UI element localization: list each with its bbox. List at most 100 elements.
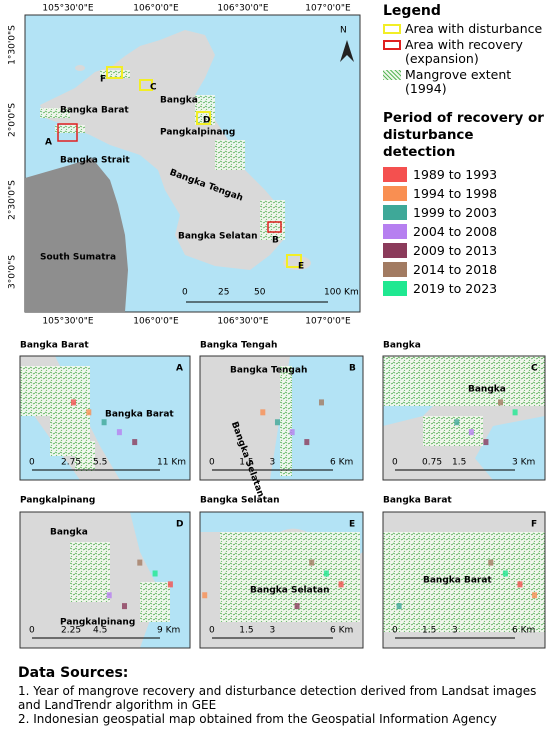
panel-letter: D: [176, 520, 183, 530]
swatch: [383, 224, 407, 239]
scale-label: 0: [182, 288, 188, 298]
place-label: B: [272, 236, 279, 246]
mangrove: [75, 441, 95, 471]
change-patch: [71, 399, 76, 406]
place-label: D: [203, 116, 210, 126]
mangrove: [260, 200, 285, 240]
panel: C Bangka 0 0.75 1.5 3 Km: [382, 355, 546, 481]
change-patch: [304, 439, 310, 446]
frame: [19, 511, 191, 649]
swatch: [383, 262, 407, 277]
land-south-sumatra: [25, 158, 128, 312]
data-sources: Data Sources: 1. Year of mangrove recove…: [18, 666, 548, 726]
scale-label: 0: [29, 458, 35, 468]
land: [200, 356, 290, 480]
scale-label: 4.5: [93, 626, 107, 636]
period-list: 1989 to 1993 1994 to 1998 1999 to 2003 2004…: [383, 165, 548, 298]
panel: F Bangka Barat 0 1.5 3 6 Km: [382, 511, 546, 649]
disturbance-box: [286, 254, 302, 268]
change-patch: [532, 592, 538, 599]
swatch: [383, 40, 401, 50]
disturbance-box: [196, 111, 211, 125]
scale-label: 1.5: [452, 458, 466, 468]
coord-label: 105°30'0"E: [42, 317, 93, 327]
recovery-box: [267, 221, 282, 233]
period-item: 1994 to 1998: [383, 184, 548, 203]
panel-title: Bangka Barat: [383, 496, 452, 506]
change-patch: [502, 570, 508, 577]
period-item: 2014 to 2018: [383, 260, 548, 279]
change-patch: [274, 419, 280, 426]
change-patch: [260, 409, 266, 416]
scale-label: 9 Km: [157, 626, 180, 636]
land-bangka: [40, 30, 285, 270]
change-patch: [517, 581, 523, 588]
change-patch: [132, 439, 138, 446]
swatch: [383, 70, 401, 80]
place-label: Bangka Barat: [60, 106, 129, 116]
legend-item: Area with recovery (expansion): [383, 38, 548, 66]
scale-label: 1.5: [239, 626, 253, 636]
change-patch: [137, 559, 143, 566]
place-label: South Sumatra: [40, 253, 116, 263]
frame: [382, 511, 546, 649]
scale-label: 3: [270, 626, 276, 636]
place-label: Bangka Selatan: [178, 232, 258, 242]
scale-label: 2.25: [61, 626, 81, 636]
change-patch: [202, 592, 208, 599]
panel-title: Bangka: [383, 341, 421, 351]
coord-label: 2°0'0"S: [8, 103, 18, 137]
change-patch: [167, 581, 173, 588]
region-label: Bangka Tengah: [230, 366, 307, 376]
mangrove: [100, 70, 130, 78]
period-label: 2019 to 2023: [413, 280, 498, 296]
change-patch: [122, 603, 127, 610]
frame: [199, 355, 364, 481]
panel-title: Bangka Selatan: [200, 496, 280, 506]
period-item: 2004 to 2008: [383, 222, 548, 241]
place-label: Bangka: [160, 96, 198, 106]
panel-letter: C: [531, 364, 538, 374]
legend-label: Mangrove extent (1994): [405, 67, 512, 96]
mangrove: [140, 582, 170, 622]
scale-label: 6 Km: [330, 626, 353, 636]
scale-label: 0: [209, 626, 215, 636]
change-patch: [498, 399, 504, 406]
land: [413, 449, 493, 480]
mangrove: [383, 356, 545, 406]
change-patch: [468, 429, 474, 436]
legend-item: Area with disturbance: [383, 22, 548, 36]
mangrove: [55, 125, 85, 133]
scale-label: 2.75: [61, 458, 81, 468]
swatch: [383, 243, 407, 258]
north-label: N: [340, 26, 347, 36]
scale-label: 3 Km: [512, 458, 535, 468]
period-item: 2019 to 2023: [383, 279, 548, 298]
region-label: Bangka Selatan: [250, 586, 330, 596]
period-item: 2009 to 2013: [383, 241, 548, 260]
place-label: Bangka Strait: [60, 156, 130, 166]
change-patch: [454, 419, 460, 426]
region-label: Bangka Barat: [423, 576, 492, 586]
swatch: [383, 24, 401, 34]
period-item: 1999 to 2003: [383, 203, 548, 222]
scale-label: 25: [218, 288, 229, 298]
change-patch: [289, 429, 295, 436]
panel: D Bangka Pangkalpinang 0 2.25 4.5 9 Km: [19, 511, 191, 649]
panel: A Bangka Barat 0 2.75 5.5 11 Km: [19, 355, 191, 481]
scale-label: 11 Km: [157, 458, 186, 468]
place-label: Pangkalpinang: [160, 128, 235, 138]
change-patch: [318, 399, 324, 406]
coord-label: 106°0'0"E: [133, 4, 179, 14]
panel-letter: A: [176, 364, 183, 374]
region-label: Bangka Barat: [105, 410, 174, 420]
panel-letter: F: [531, 520, 537, 530]
scale-label: 0: [392, 458, 398, 468]
period-label: 2014 to 2018: [413, 261, 498, 277]
scale-label: 0: [29, 626, 35, 636]
frame: [199, 511, 364, 649]
region-label: Pangkalpinang: [60, 618, 135, 628]
mangrove: [220, 532, 360, 622]
